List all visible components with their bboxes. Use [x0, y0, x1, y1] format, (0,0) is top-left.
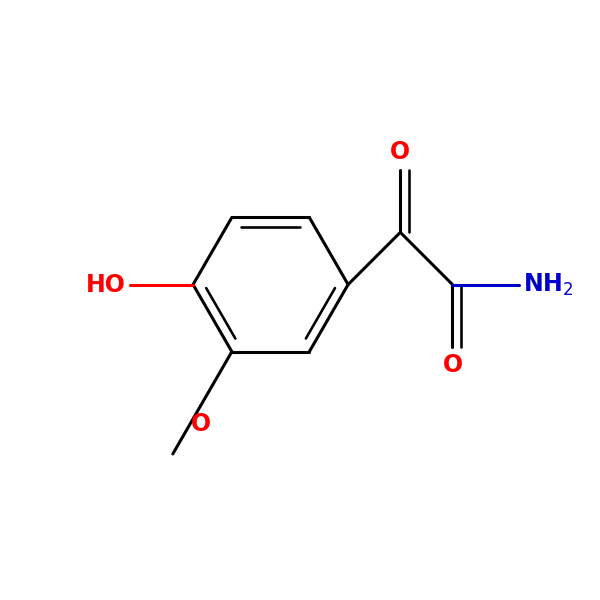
Text: HO: HO	[86, 272, 126, 296]
Text: O: O	[442, 353, 463, 377]
Text: O: O	[190, 412, 211, 436]
Text: O: O	[390, 140, 410, 164]
Text: NH$_2$: NH$_2$	[523, 271, 572, 298]
